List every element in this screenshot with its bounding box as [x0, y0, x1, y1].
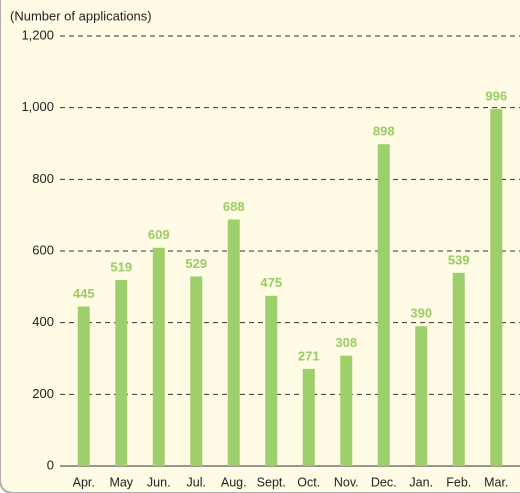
x-tick-label: Nov. [334, 475, 359, 489]
bar [77, 306, 90, 466]
value-label: 898 [373, 124, 395, 139]
value-label: 475 [260, 275, 282, 290]
value-label: 519 [110, 259, 132, 274]
x-tick-label: Mar. [484, 475, 508, 489]
bar [115, 280, 128, 466]
value-label: 390 [410, 306, 432, 321]
value-label: 688 [223, 199, 245, 214]
x-tick-label: Jan. [409, 475, 433, 489]
x-tick-label: Jun. [147, 475, 171, 489]
y-tick-label: 400 [32, 314, 54, 329]
y-tick-label: 600 [32, 242, 54, 257]
value-label: 445 [73, 286, 95, 301]
bar [340, 355, 353, 466]
value-label: 539 [448, 252, 470, 267]
x-tick-label: Apr. [73, 475, 95, 489]
value-label: 529 [185, 256, 207, 271]
y-tick-label: 1,000 [21, 99, 54, 114]
y-tick-label: 800 [32, 171, 54, 186]
bar [190, 276, 203, 466]
bar [452, 272, 465, 466]
x-tick-label: Feb. [446, 475, 471, 489]
y-tick-label: 0 [47, 457, 54, 472]
x-tick-label: Dec. [371, 475, 397, 489]
x-tick-label: Jul. [187, 475, 206, 489]
x-tick-label: Aug. [221, 475, 247, 489]
value-label: 308 [335, 335, 357, 350]
x-tick-label: Oct. [297, 475, 320, 489]
x-tick-label: Sept. [257, 475, 286, 489]
y-tick-label: 1,200 [21, 27, 54, 42]
y-axis-label: (Number of applications) [10, 8, 152, 23]
bar [265, 295, 278, 466]
bar [302, 368, 315, 466]
value-label: 609 [148, 227, 170, 242]
bar [490, 109, 503, 466]
bar [415, 326, 428, 466]
x-tick-label: May [109, 475, 133, 489]
value-label: 996 [485, 89, 507, 104]
bar [377, 144, 390, 466]
bar [227, 219, 240, 466]
value-label: 271 [298, 348, 320, 363]
bar [152, 247, 165, 466]
y-tick-label: 200 [32, 386, 54, 401]
